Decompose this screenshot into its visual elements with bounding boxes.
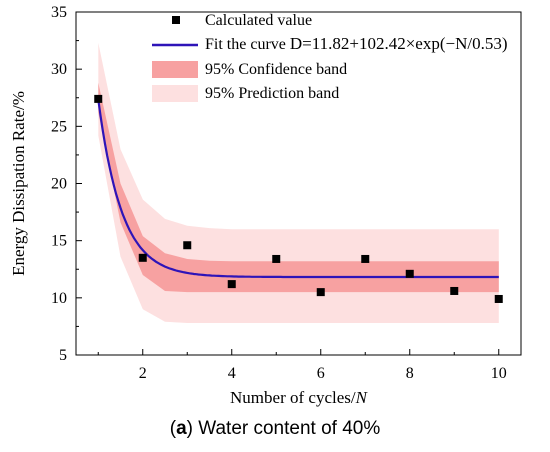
data-point — [183, 241, 192, 250]
fit-curve — [97, 99, 499, 279]
x-tick-label: 10 — [491, 365, 507, 382]
data-point — [316, 288, 325, 297]
legend-label-fit: Fit the curve D=11.82+102.42×exp(−N/0.53… — [205, 34, 508, 53]
x-axis: 2 4 6 8 10 — [97, 349, 507, 382]
y-tick-label: 5 — [59, 347, 67, 364]
x-tick-label: 2 — [139, 365, 147, 382]
figure-caption: (a) Water content of 40% — [169, 418, 381, 439]
data-point — [361, 254, 370, 263]
x-tick-label: 4 — [228, 365, 236, 382]
legend-marker-points — [172, 16, 180, 24]
y-axis-title: Energy Dissipation Rate/% — [9, 91, 28, 276]
confidence-bands — [98, 42, 499, 324]
legend-label-band: 95% Confidence band — [205, 61, 347, 78]
x-tick-label: 6 — [317, 365, 325, 382]
y-tick-label: 20 — [51, 176, 67, 193]
data-points — [94, 94, 503, 303]
data-point — [494, 294, 503, 303]
band-95-confidence-band — [98, 82, 499, 293]
y-tick-label: 35 — [51, 4, 67, 21]
data-point — [227, 280, 236, 289]
caption-text: Water content of 40% — [192, 418, 381, 439]
y-tick-label: 10 — [51, 290, 67, 307]
data-point — [405, 269, 414, 278]
y-tick-label: 15 — [51, 233, 67, 250]
x-axis-title: Number of cycles/N — [230, 388, 369, 407]
band-95-prediction-band — [98, 42, 499, 324]
data-point — [94, 94, 103, 103]
legend-label-points: Calculated value — [205, 12, 312, 29]
legend-marker-band — [152, 85, 198, 102]
data-point — [450, 286, 459, 295]
data-point — [138, 253, 147, 262]
legend-marker-band — [152, 61, 198, 78]
y-tick-label: 30 — [51, 61, 67, 78]
x-tick-label: 8 — [406, 365, 414, 382]
legend-label-band: 95% Prediction band — [205, 85, 339, 102]
y-tick-label: 25 — [51, 118, 67, 135]
y-axis: 5 10 15 20 25 30 35 — [51, 4, 82, 364]
data-point — [272, 254, 281, 263]
legend: Calculated value Fit the curve D=11.82+10… — [152, 12, 508, 102]
caption-label: a — [176, 418, 187, 439]
